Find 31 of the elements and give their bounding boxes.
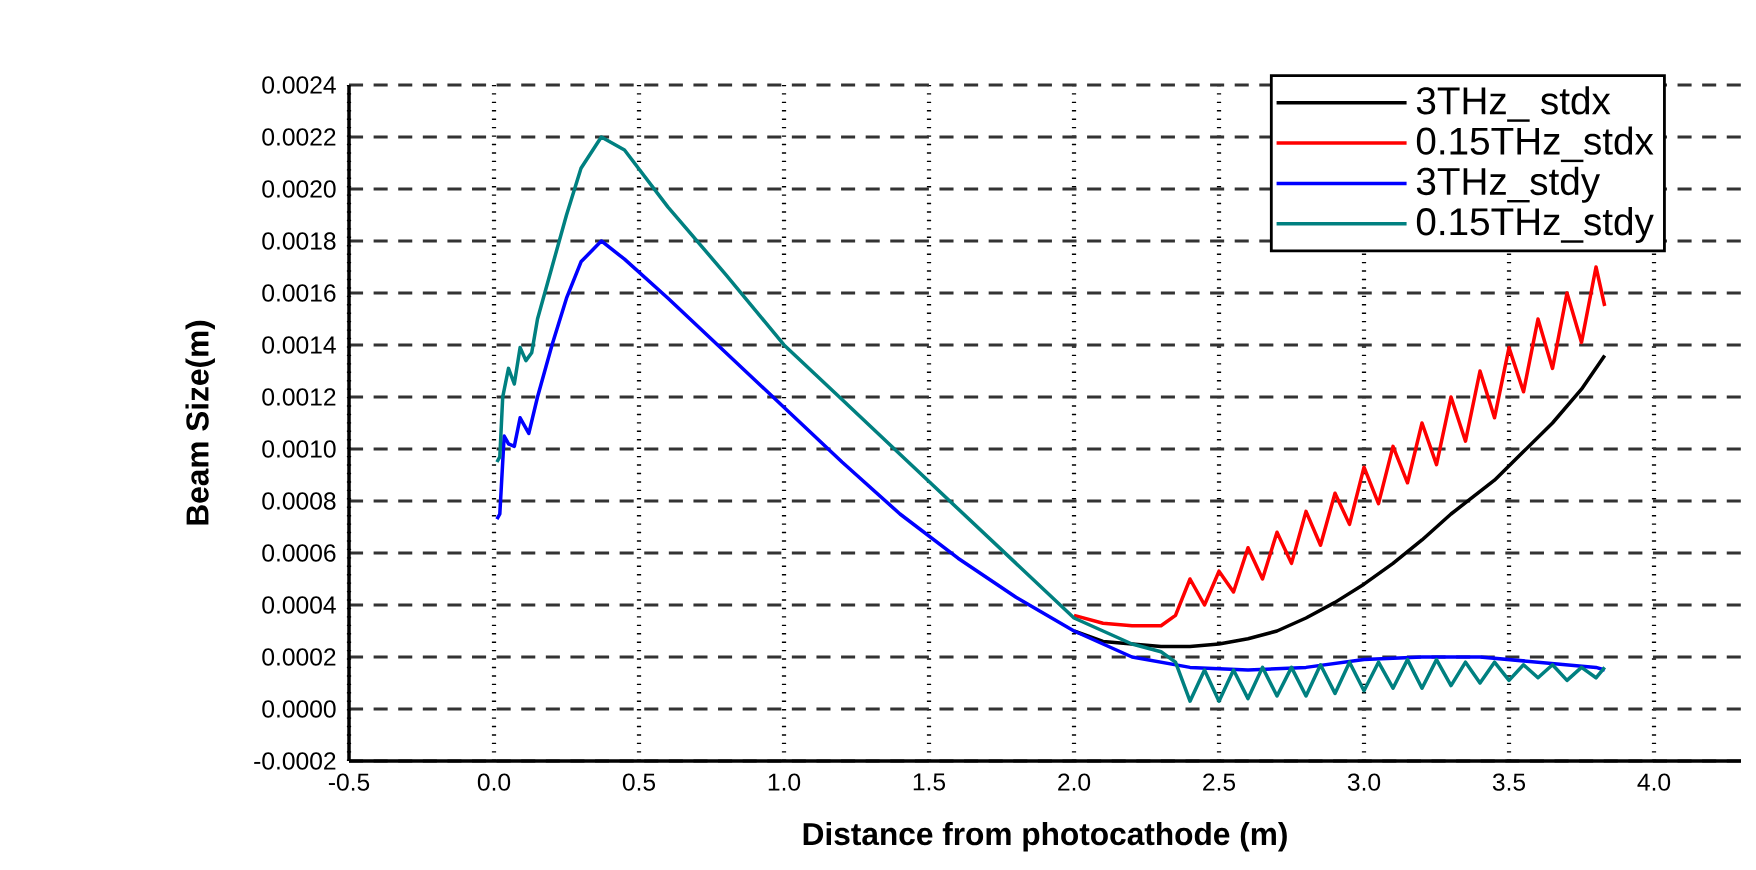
legend-label: 3THz_stdy bbox=[1416, 166, 1601, 203]
y-tick-label: 0.0018 bbox=[262, 232, 336, 250]
x-tick-label: -0.5 bbox=[328, 773, 370, 791]
x-tick-label: 4.0 bbox=[1637, 773, 1671, 791]
y-tick-label: 0.0002 bbox=[262, 648, 336, 666]
y-tick-label: -0.0002 bbox=[254, 752, 336, 770]
y-tick-label: 0.0016 bbox=[262, 284, 336, 302]
x-tick-label: 3.0 bbox=[1347, 773, 1381, 791]
legend-label: 0.15THz_stdx bbox=[1416, 126, 1654, 163]
y-tick-label: 0.0000 bbox=[262, 700, 336, 718]
x-tick-label: 2.5 bbox=[1203, 773, 1236, 791]
y-tick-label: 0.0024 bbox=[262, 76, 336, 94]
x-tick-label: 3.5 bbox=[1492, 773, 1526, 791]
y-tick-label: 0.0004 bbox=[262, 596, 336, 614]
y-tick-label: 0.0008 bbox=[262, 492, 336, 510]
legend-label: 0.15THz_stdy bbox=[1416, 207, 1654, 244]
y-axis-title: Beam Size(m) bbox=[185, 320, 215, 525]
y-tick-label: 0.0014 bbox=[262, 336, 336, 354]
x-tick-label: 1.5 bbox=[913, 773, 946, 791]
y-tick-label: 0.0010 bbox=[262, 440, 336, 458]
y-tick-label: 0.0022 bbox=[262, 128, 336, 146]
x-axis-title: Distance from photocathode (m) bbox=[803, 821, 1287, 852]
line-series bbox=[1072, 265, 1607, 628]
x-tick-label: 0.0 bbox=[477, 773, 511, 791]
y-tick-label: 0.0020 bbox=[262, 180, 336, 198]
x-tick-label: 0.5 bbox=[622, 773, 656, 791]
y-tick-label: 0.0012 bbox=[262, 388, 336, 406]
y-tick-label: 0.0006 bbox=[262, 544, 336, 562]
x-tick-label: 2.0 bbox=[1058, 773, 1091, 791]
x-tick-label: 1.0 bbox=[768, 773, 801, 791]
legend-label: 3THz_ stdx bbox=[1416, 86, 1611, 122]
